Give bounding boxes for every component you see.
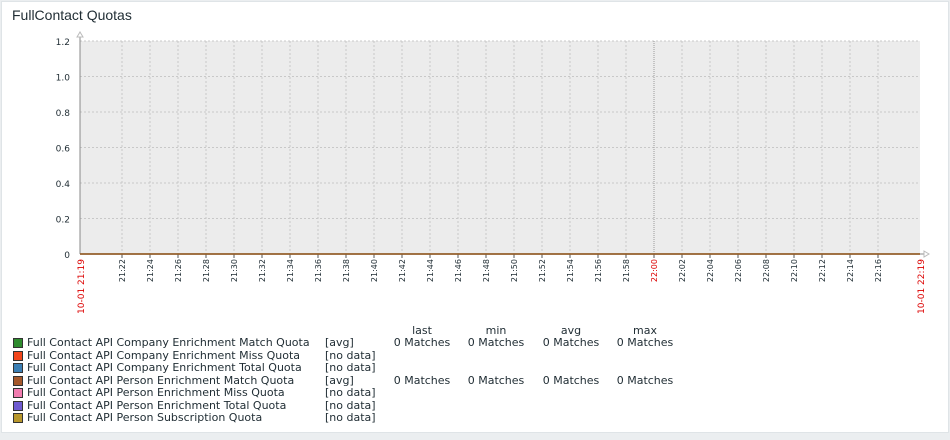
y-tick-label: 0.8 — [56, 109, 71, 119]
y-tick-label: 1.2 — [56, 38, 70, 48]
legend-aggregation: [avg] — [325, 373, 354, 387]
x-range-end-label: 10-01 22:19 — [917, 259, 927, 314]
legend-header-max: max — [633, 324, 657, 337]
x-tick-label: 22:02 — [678, 259, 687, 282]
x-tick-label: 21:42 — [398, 259, 407, 282]
x-tick-label: 21:28 — [202, 259, 211, 282]
legend-swatch — [13, 363, 23, 373]
x-tick-label: 21:50 — [510, 259, 519, 282]
legend-series-name: Full Contact API Person Enrichment Total… — [27, 398, 287, 412]
legend-swatch — [13, 338, 23, 348]
y-tick-label: 0 — [64, 251, 70, 261]
y-tick-label: 0.2 — [56, 216, 70, 226]
legend-header-avg: avg — [560, 324, 582, 337]
legend-header-last: last — [412, 324, 432, 337]
x-tick-label: 21:36 — [314, 259, 323, 282]
x-tick-label: 21:30 — [230, 259, 239, 282]
x-range-start-label: 10-01 21:19 — [77, 259, 87, 314]
legend-value-avg: 0 Matches — [542, 373, 600, 387]
legend-series-name: Full Contact API Person Enrichment Miss … — [27, 386, 285, 399]
x-tick-label: 22:16 — [874, 259, 883, 282]
legend-aggregation: [no data] — [325, 386, 376, 399]
x-tick-label: 22:08 — [762, 259, 771, 282]
y-tick-label: 0.6 — [56, 145, 71, 155]
legend-value-last: 0 Matches — [393, 373, 451, 387]
y-tick-label: 1.0 — [56, 74, 71, 84]
legend-swatch — [13, 400, 23, 411]
legend-value-max: 0 Matches — [616, 373, 674, 387]
legend-aggregation: [avg] — [325, 336, 354, 349]
x-tick-label: 21:58 — [622, 259, 631, 282]
x-tick-label: 21:52 — [538, 259, 547, 282]
legend-series-name: Full Contact API Company Enrichment Tota… — [27, 361, 302, 374]
x-tick-label: 21:22 — [118, 259, 127, 282]
x-axis-arrow — [923, 250, 930, 258]
x-tick-label: 21:32 — [258, 259, 267, 282]
legend-aggregation: [no data] — [325, 361, 376, 374]
x-tick-label: 21:44 — [426, 259, 435, 282]
x-tick-label: 21:38 — [342, 259, 351, 282]
legend-series-name: Full Contact API Company Enrichment Miss… — [27, 348, 301, 362]
x-tick-label: 22:14 — [846, 259, 855, 282]
legend-value-max: 0 Matches — [616, 336, 674, 349]
legend-header-min: min — [485, 324, 507, 337]
y-axis-arrow — [76, 31, 84, 38]
x-tick-label: 21:46 — [454, 259, 463, 282]
x-tick-label: 21:54 — [566, 259, 575, 282]
legend-series-name: Full Contact API Person Subscription Quo… — [27, 411, 263, 424]
legend-aggregation: [no data] — [325, 348, 376, 362]
legend-swatch — [13, 388, 23, 398]
x-tick-label: 21:40 — [370, 259, 379, 282]
x-tick-label: 22:00 — [650, 259, 659, 282]
legend-swatch — [13, 375, 23, 386]
y-tick-label: 0.4 — [56, 180, 71, 190]
legend-swatch — [13, 413, 23, 423]
graph-area: 1.2 1.0 0.8 0.6 0.4 0.2 0 21:22 21:24 21:26 21:28 2… — [56, 31, 930, 314]
legend-value-min: 0 Matches — [467, 373, 525, 387]
legend-value-last: 0 Matches — [393, 336, 451, 349]
legend-value-min: 0 Matches — [467, 336, 525, 349]
x-tick-label: 21:56 — [594, 259, 603, 282]
x-tick-label: 22:12 — [818, 259, 827, 282]
x-tick-label: 21:48 — [482, 259, 491, 282]
legend-swatch — [13, 350, 23, 361]
legend-aggregation: [no data] — [325, 411, 376, 424]
x-tick-label: 21:26 — [174, 259, 183, 282]
x-tick-label: 22:04 — [706, 259, 715, 282]
x-tick-label: 22:10 — [790, 259, 799, 282]
legend-aggregation: [no data] — [325, 398, 376, 412]
x-tick-label: 21:24 — [146, 259, 155, 282]
legend-value-avg: 0 Matches — [542, 336, 600, 349]
legend-series-name: Full Contact API Company Enrichment Matc… — [27, 336, 310, 349]
x-tick-label: 22:06 — [734, 259, 743, 282]
legend-series-name: Full Contact API Person Enrichment Match… — [27, 373, 295, 387]
widget-title: FullContact Quotas — [12, 7, 132, 23]
x-tick-label: 21:34 — [286, 259, 295, 282]
